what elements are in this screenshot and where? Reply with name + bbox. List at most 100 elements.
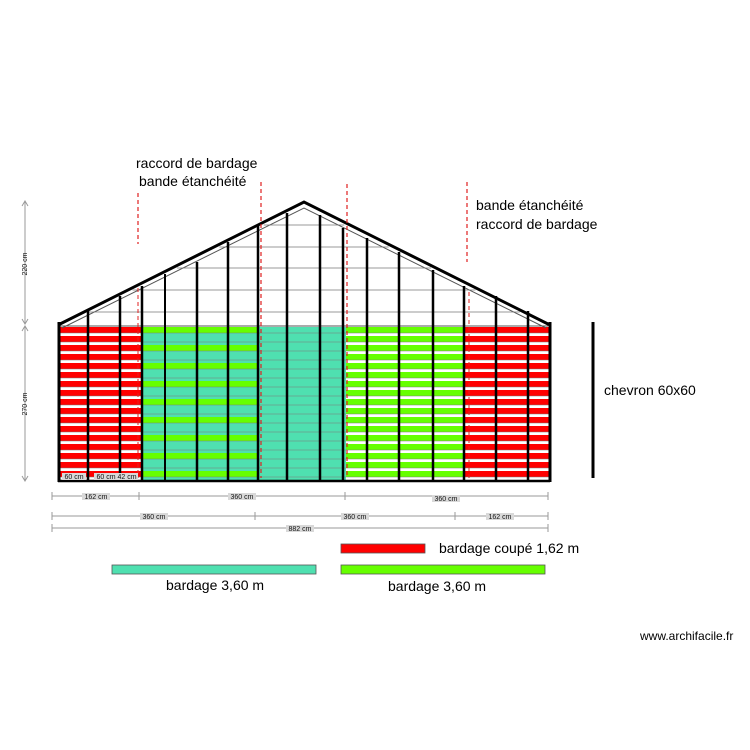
plank-red — [464, 426, 550, 432]
annotation-left-line2: bande étanchéité — [139, 173, 247, 189]
dim-small-b: 60 cm — [96, 474, 115, 481]
dim-wall-height: 270 cm — [22, 392, 29, 415]
plank-red — [464, 453, 550, 459]
plank-red — [58, 408, 142, 414]
gable-battens — [60, 224, 548, 327]
plank-red — [464, 354, 550, 360]
plank-green — [142, 336, 258, 342]
dim-total: 882 cm — [289, 526, 312, 533]
plank-green — [142, 372, 258, 378]
plank-green — [346, 426, 464, 432]
plank-green — [142, 417, 258, 423]
plank-red — [464, 399, 550, 405]
dim-label-bg — [432, 495, 460, 502]
plank-red — [58, 390, 142, 396]
plank-green — [346, 462, 464, 468]
plank-green — [346, 408, 464, 414]
plank-red — [464, 471, 550, 477]
plank-red — [464, 444, 550, 450]
plank-red — [464, 462, 550, 468]
plank-teal — [258, 399, 346, 405]
annotation-right-line1: bande étanchéité — [476, 197, 584, 213]
plank-green — [142, 462, 258, 468]
dim-row1-b: 360 cm — [231, 494, 254, 501]
plank-green — [346, 372, 464, 378]
dim-label-bg — [94, 473, 118, 480]
plank-green — [346, 354, 464, 360]
plank-green — [142, 381, 258, 387]
plank-teal — [258, 345, 346, 351]
plank-red — [58, 399, 142, 405]
plank-green — [346, 417, 464, 423]
plank-green — [346, 471, 464, 477]
dim-roof-height: 220 cm — [22, 252, 29, 275]
dim-label-bg — [116, 473, 138, 480]
plank-teal — [258, 417, 346, 423]
legend-label-green: bardage 3,60 m — [388, 578, 486, 594]
plank-teal — [258, 471, 346, 477]
dim-label-bg — [228, 493, 256, 500]
dim-label-bg — [140, 513, 168, 520]
dim-label-bg — [62, 473, 86, 480]
plank-teal — [258, 462, 346, 468]
dim-arrow — [21, 475, 29, 482]
plank-green — [142, 345, 258, 351]
plank-red — [58, 453, 142, 459]
plank-red — [58, 354, 142, 360]
plank-green — [142, 471, 258, 477]
plank-green — [346, 399, 464, 405]
plank-teal — [258, 453, 346, 459]
plank-green — [346, 345, 464, 351]
plank-red — [464, 345, 550, 351]
plank-green — [142, 327, 258, 333]
plank-red — [58, 462, 142, 468]
legend-swatch-green — [340, 564, 546, 575]
plank-teal — [258, 336, 346, 342]
plank-red — [58, 444, 142, 450]
raccord-lines — [137, 182, 470, 478]
dim-arrow — [21, 325, 29, 332]
plank-red — [464, 417, 550, 423]
plank-green — [142, 399, 258, 405]
legend-label-red: bardage coupé 1,62 m — [439, 540, 579, 556]
plank-green — [142, 435, 258, 441]
dim-arrow — [21, 318, 29, 325]
plank-green — [142, 390, 258, 396]
plank-red — [464, 363, 550, 369]
plank-red — [58, 336, 142, 342]
dim-row2-b: 360 cm — [344, 514, 367, 521]
vertical-dimensions: 220 cm 270 cm — [21, 200, 29, 482]
plank-red — [58, 363, 142, 369]
siding-planks — [58, 327, 550, 483]
plank-red — [464, 336, 550, 342]
plank-teal — [258, 363, 346, 369]
plank-red — [464, 408, 550, 414]
legend-swatch-red — [340, 543, 426, 554]
plank-green — [346, 444, 464, 450]
legend-label-teal: bardage 3,60 m — [166, 577, 264, 593]
plank-green — [142, 444, 258, 450]
plank-teal — [258, 444, 346, 450]
plank-red — [58, 417, 142, 423]
plank-red — [58, 381, 142, 387]
credit-text: www.archifacile.fr — [639, 629, 733, 643]
plank-red — [464, 327, 550, 333]
chevron-label: chevron 60x60 — [604, 382, 696, 398]
dim-small-c: 42 cm — [117, 474, 136, 481]
dim-label-bg — [286, 525, 314, 532]
plank-green — [142, 426, 258, 432]
plank-green — [346, 363, 464, 369]
legend: bardage coupé 1,62 m bardage 3,60 m bard… — [111, 540, 579, 594]
dim-label-bg — [82, 493, 110, 500]
plank-red — [58, 345, 142, 351]
plank-red — [58, 327, 142, 333]
plank-green — [142, 354, 258, 360]
plank-red — [464, 390, 550, 396]
dim-row2-c: 162 cm — [489, 514, 512, 521]
annotation-right-line2: raccord de bardage — [476, 216, 598, 232]
plank-teal — [258, 381, 346, 387]
plank-green — [346, 390, 464, 396]
plank-red — [58, 435, 142, 441]
dim-row1-a: 162 cm — [85, 494, 108, 501]
